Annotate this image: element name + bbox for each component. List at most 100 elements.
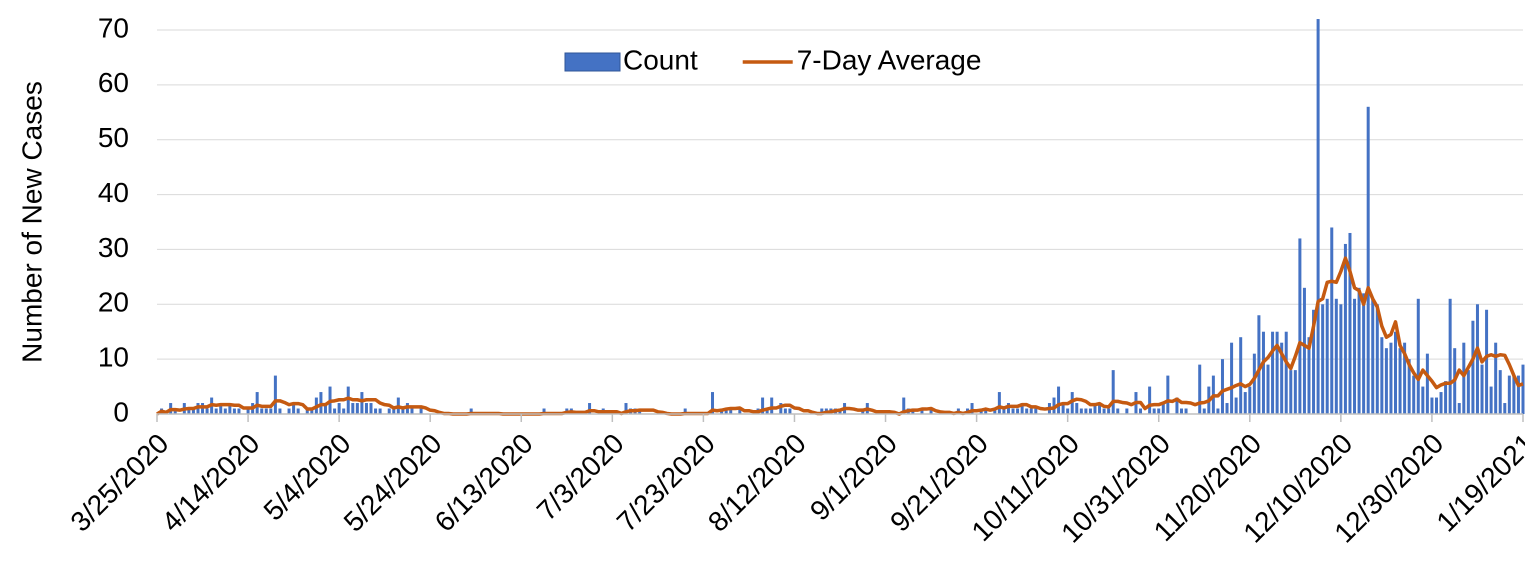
bar (1503, 403, 1507, 414)
bar (255, 392, 259, 414)
bar (205, 408, 209, 414)
bar (419, 408, 423, 414)
bar (624, 403, 628, 414)
bar (1480, 364, 1484, 414)
bar (1307, 337, 1311, 414)
bar (1398, 348, 1402, 414)
y-tick-label: 70 (98, 12, 129, 43)
bar (1261, 331, 1265, 414)
bar (305, 408, 309, 414)
y-tick-label: 20 (98, 287, 129, 318)
bar (970, 403, 974, 414)
bar (1248, 386, 1252, 414)
bar (1098, 403, 1102, 414)
bar (374, 408, 378, 414)
bar (346, 386, 350, 414)
bar (1371, 298, 1375, 414)
bar (1325, 298, 1329, 414)
bar (1266, 364, 1270, 414)
bar (1034, 408, 1038, 414)
bar (1362, 293, 1366, 414)
bar (788, 408, 792, 414)
y-tick-label: 30 (98, 232, 129, 263)
bar (1016, 408, 1020, 414)
bar (1430, 397, 1434, 414)
x-tick-label: 1/19/2021 (1430, 428, 1525, 538)
bar (542, 408, 546, 414)
bar (1330, 227, 1334, 414)
x-tick-label: 6/13/2020 (429, 428, 539, 538)
bar (355, 403, 359, 414)
bar (984, 408, 988, 414)
bar (1407, 359, 1411, 414)
bar (1011, 408, 1015, 414)
bar (1289, 370, 1293, 414)
bar (333, 408, 337, 414)
bar (351, 403, 355, 414)
bar (1471, 320, 1475, 414)
bar (1353, 298, 1357, 414)
bar (1107, 408, 1111, 414)
bar (1489, 386, 1493, 414)
bar (214, 408, 218, 414)
y-tick-label: 40 (98, 177, 129, 208)
bar (278, 408, 282, 414)
bar (729, 408, 733, 414)
bar (1184, 408, 1188, 414)
bar (1334, 298, 1338, 414)
bar (310, 408, 314, 414)
bar (1166, 375, 1170, 414)
bar (223, 408, 227, 414)
bar (765, 408, 769, 414)
bar (1057, 386, 1061, 414)
bar (1348, 232, 1352, 414)
bar (1180, 408, 1183, 414)
bar (1302, 287, 1306, 414)
bar (1421, 386, 1425, 414)
bar (1412, 375, 1416, 414)
bar (1343, 243, 1347, 414)
bar (1066, 408, 1070, 414)
bar (1239, 337, 1243, 414)
bar (369, 403, 373, 414)
bar (1157, 408, 1161, 414)
bar (1416, 298, 1420, 414)
bar (1316, 19, 1320, 415)
bar (1394, 331, 1398, 414)
bar (1093, 403, 1097, 414)
bar (1075, 403, 1079, 414)
bar (219, 403, 223, 414)
bar (1389, 342, 1393, 414)
bar (1198, 364, 1202, 414)
bar (1312, 309, 1316, 414)
bar (1516, 375, 1520, 414)
bar (246, 408, 250, 414)
bar (993, 408, 997, 414)
bar (264, 408, 268, 414)
x-tick-label: 3/25/2020 (64, 428, 174, 538)
bar (1139, 408, 1143, 414)
x-tick-label: 7/23/2020 (611, 428, 721, 538)
bar (1148, 386, 1152, 414)
bar (191, 408, 195, 414)
bar (1439, 392, 1443, 414)
bar (1111, 370, 1115, 414)
y-axis-label: Number of New Cases (16, 81, 47, 363)
bar (779, 403, 783, 414)
bar (1161, 403, 1165, 414)
bar (1298, 238, 1302, 414)
bar (1380, 337, 1384, 414)
bar (1029, 408, 1033, 414)
bar (1475, 304, 1479, 414)
y-tick-label: 60 (98, 67, 129, 98)
bar (1521, 364, 1525, 414)
bar (1202, 408, 1206, 414)
bar (1061, 403, 1065, 414)
bar (1006, 403, 1010, 414)
bar (1252, 353, 1256, 414)
bar (1116, 408, 1120, 414)
bar (1293, 370, 1297, 414)
bar (1284, 331, 1288, 414)
bar (1230, 342, 1234, 414)
